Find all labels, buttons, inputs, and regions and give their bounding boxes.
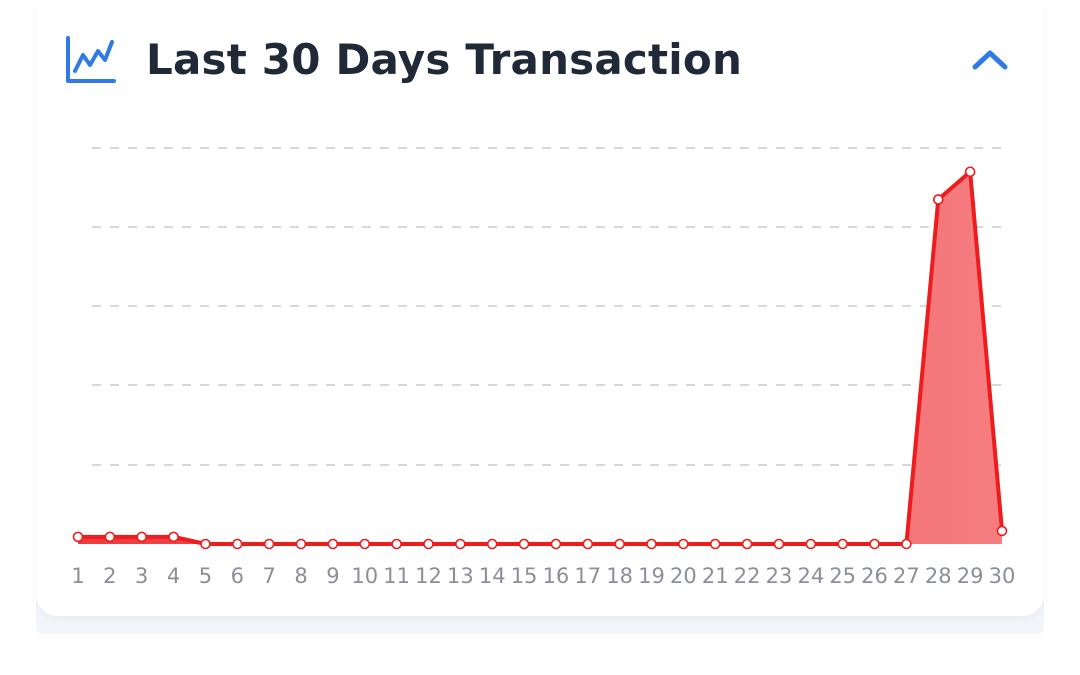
data-point-1 [74, 532, 83, 541]
data-points [74, 167, 1007, 548]
data-point-21 [711, 540, 720, 549]
x-tick-label-8: 8 [294, 564, 307, 588]
data-point-3 [137, 532, 146, 541]
data-point-15 [520, 540, 529, 549]
data-point-28 [934, 195, 943, 204]
data-point-5 [201, 540, 210, 549]
x-tick-label-5: 5 [199, 564, 212, 588]
x-tick-label-10: 10 [351, 564, 378, 588]
x-tick-label-24: 24 [797, 564, 824, 588]
x-tick-label-1: 1 [71, 564, 84, 588]
x-tick-label-20: 20 [670, 564, 697, 588]
data-point-23 [774, 540, 783, 549]
x-tick-label-22: 22 [734, 564, 761, 588]
data-point-25 [838, 540, 847, 549]
x-tick-label-27: 27 [893, 564, 920, 588]
data-point-30 [998, 526, 1007, 535]
data-point-13 [456, 540, 465, 549]
x-axis-tick-labels: 1 2 3 4 5 6 7 8 9 10 11 12 13 14 15 16 17 18 19 20 21 22 23 24 2… [71, 564, 1015, 588]
x-tick-label-29: 29 [957, 564, 984, 588]
data-point-24 [806, 540, 815, 549]
data-point-19 [647, 540, 656, 549]
data-point-4 [169, 532, 178, 541]
x-tick-label-15: 15 [511, 564, 538, 588]
data-point-18 [615, 540, 624, 549]
data-point-8 [297, 540, 306, 549]
series-area [78, 172, 1002, 544]
x-tick-label-11: 11 [383, 564, 410, 588]
data-point-12 [424, 540, 433, 549]
data-point-7 [265, 540, 274, 549]
data-point-26 [870, 540, 879, 549]
x-tick-label-3: 3 [135, 564, 148, 588]
x-tick-label-9: 9 [326, 564, 339, 588]
data-point-14 [488, 540, 497, 549]
series-area-fill [78, 172, 1002, 544]
transaction-area-chart: 1 2 3 4 5 6 7 8 9 10 11 12 13 14 15 16 17 18 19 20 21 22 23 24 2… [0, 0, 1080, 600]
x-tick-label-4: 4 [167, 564, 180, 588]
series-line-group [78, 172, 1002, 544]
x-tick-label-13: 13 [447, 564, 474, 588]
x-tick-label-17: 17 [574, 564, 601, 588]
data-point-10 [360, 540, 369, 549]
x-tick-label-19: 19 [638, 564, 665, 588]
data-point-6 [233, 540, 242, 549]
x-tick-label-16: 16 [543, 564, 570, 588]
data-point-17 [583, 540, 592, 549]
data-point-29 [966, 167, 975, 176]
x-tick-label-14: 14 [479, 564, 506, 588]
x-tick-label-28: 28 [925, 564, 952, 588]
data-point-2 [105, 532, 114, 541]
x-tick-label-18: 18 [606, 564, 633, 588]
x-tick-label-2: 2 [103, 564, 116, 588]
data-point-16 [551, 540, 560, 549]
x-tick-label-12: 12 [415, 564, 442, 588]
data-point-27 [902, 540, 911, 549]
x-tick-label-25: 25 [829, 564, 856, 588]
x-tick-label-21: 21 [702, 564, 729, 588]
data-point-11 [392, 540, 401, 549]
series-line [78, 172, 1002, 544]
data-point-22 [743, 540, 752, 549]
data-point-20 [679, 540, 688, 549]
x-tick-label-26: 26 [861, 564, 888, 588]
x-tick-label-30: 30 [989, 564, 1016, 588]
x-tick-label-6: 6 [231, 564, 244, 588]
grid-lines [92, 148, 1002, 465]
data-point-9 [328, 540, 337, 549]
x-tick-label-23: 23 [766, 564, 793, 588]
x-tick-label-7: 7 [262, 564, 275, 588]
